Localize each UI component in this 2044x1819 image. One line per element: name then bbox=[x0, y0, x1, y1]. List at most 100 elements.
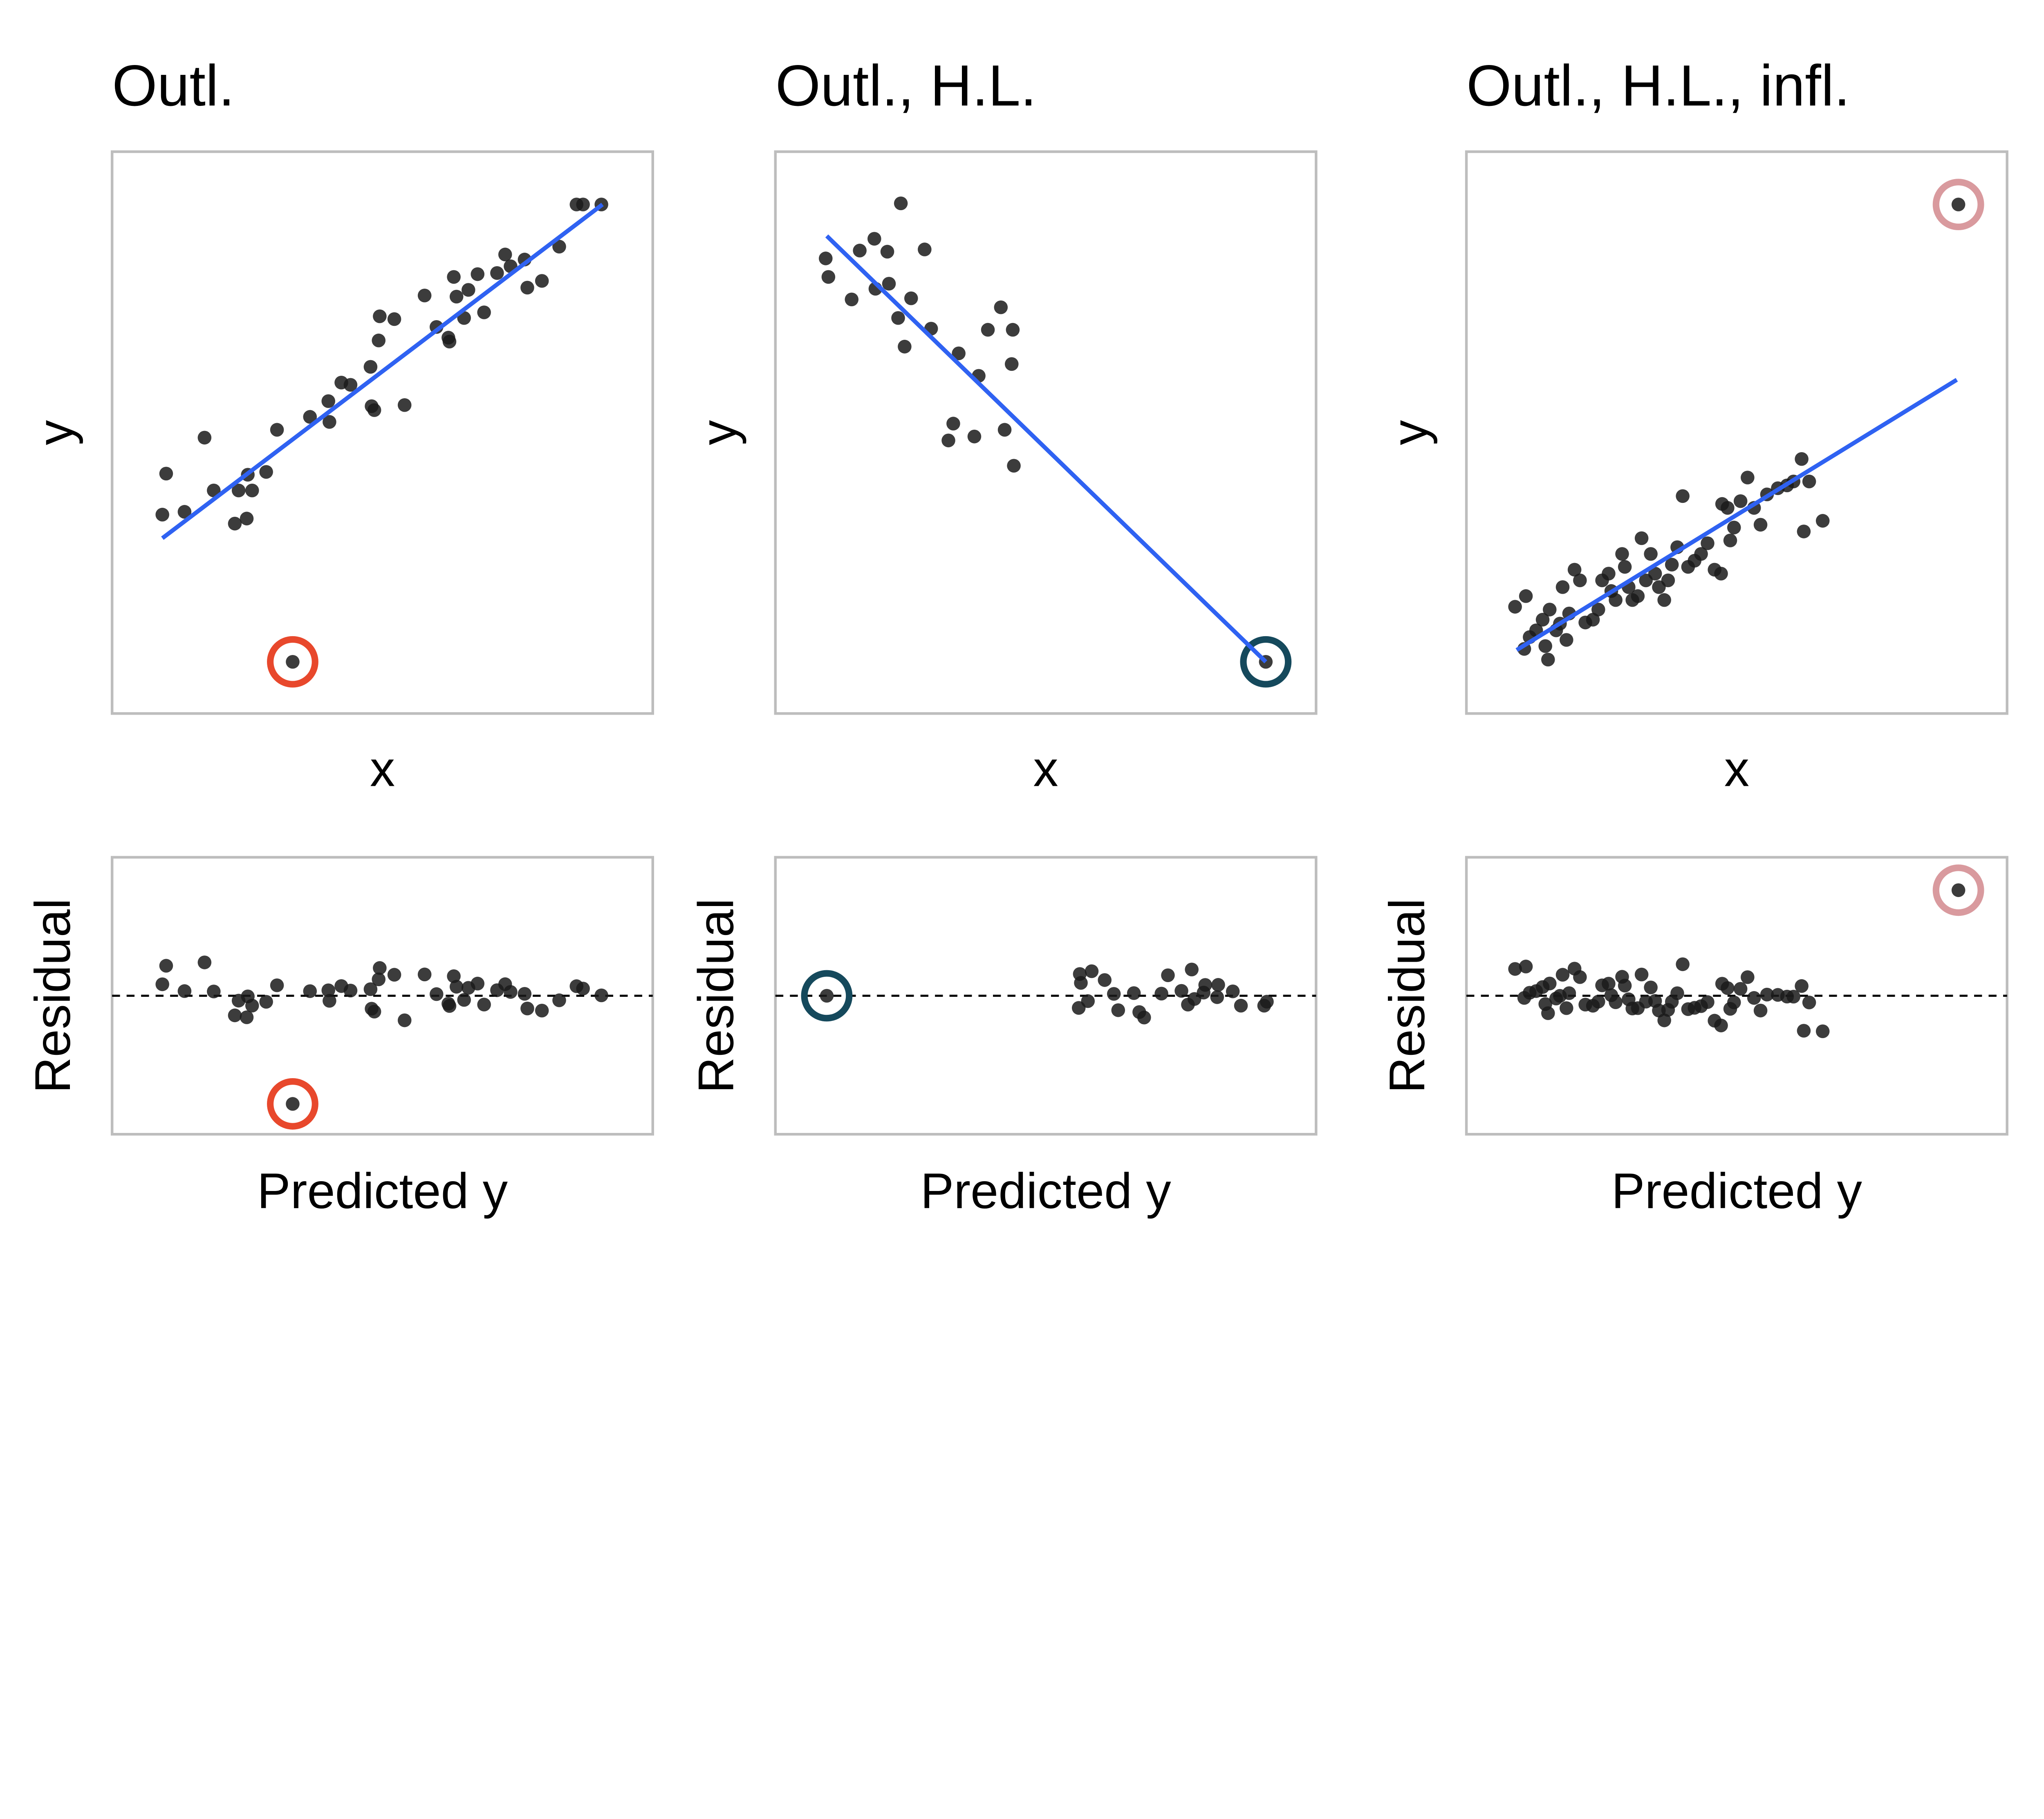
residual-point bbox=[576, 982, 590, 996]
data-point bbox=[447, 270, 461, 284]
data-point bbox=[1802, 474, 1816, 489]
data-point bbox=[1727, 520, 1741, 535]
data-point bbox=[845, 292, 859, 307]
residual-point bbox=[518, 987, 532, 1001]
data-point bbox=[1723, 534, 1737, 547]
regression-line bbox=[1515, 378, 1958, 652]
residual-highlight-ring bbox=[801, 970, 853, 1022]
highlighted-residual-point bbox=[286, 1097, 300, 1111]
residual-point bbox=[323, 994, 336, 1008]
residual-point bbox=[1721, 981, 1735, 995]
data-point bbox=[1694, 547, 1708, 561]
residual-highlight-ring bbox=[267, 1078, 318, 1130]
residual-point bbox=[520, 1001, 534, 1016]
residual-point bbox=[1226, 985, 1240, 998]
residual-point bbox=[1085, 964, 1099, 978]
residual-point bbox=[1111, 1003, 1125, 1017]
residual-point bbox=[1802, 996, 1816, 1009]
data-point bbox=[1753, 518, 1768, 532]
residual-point bbox=[442, 999, 457, 1013]
data-point bbox=[918, 242, 932, 256]
data-point bbox=[367, 403, 381, 417]
data-point bbox=[303, 410, 317, 424]
residual-point bbox=[259, 995, 273, 1009]
x-axis-label: x bbox=[1033, 741, 1058, 797]
residual-point bbox=[504, 985, 518, 999]
data-point bbox=[1538, 639, 1552, 653]
data-point bbox=[1741, 471, 1755, 484]
residual-point bbox=[1161, 968, 1175, 982]
residual-point bbox=[1795, 979, 1809, 993]
residual-point bbox=[1098, 973, 1112, 987]
data-point bbox=[1634, 531, 1649, 545]
residual-point bbox=[343, 983, 358, 998]
highlight-ring bbox=[1932, 179, 1984, 231]
data-point bbox=[1004, 357, 1019, 371]
residual-point bbox=[270, 978, 284, 992]
data-point bbox=[1657, 593, 1671, 607]
data-point bbox=[1555, 580, 1570, 594]
panel-2: Outl., H.L. x y Predicted y Residual bbox=[688, 54, 1318, 1219]
residual-point bbox=[245, 998, 259, 1013]
data-point bbox=[259, 465, 273, 479]
data-point bbox=[981, 323, 995, 337]
data-point bbox=[1721, 501, 1735, 515]
data-point bbox=[449, 289, 464, 304]
data-point bbox=[882, 277, 896, 291]
residual-point bbox=[1609, 995, 1623, 1009]
data-point bbox=[535, 274, 549, 288]
residual-point bbox=[1747, 991, 1761, 1005]
highlighted-residual-point bbox=[820, 989, 834, 1003]
data-point bbox=[1586, 612, 1600, 627]
residual-point bbox=[397, 1013, 412, 1027]
residual-point bbox=[417, 967, 432, 982]
data-point bbox=[1795, 452, 1809, 466]
data-point bbox=[1007, 459, 1021, 473]
data-point bbox=[1602, 567, 1616, 581]
residual-point bbox=[471, 976, 485, 991]
residual-point bbox=[1753, 1003, 1768, 1018]
residual-point bbox=[1634, 967, 1649, 982]
residual-point bbox=[387, 968, 401, 982]
panel-title: Outl., H.L. bbox=[775, 54, 1037, 118]
panel-title: Outl. bbox=[112, 54, 235, 118]
regression-line bbox=[161, 203, 604, 540]
residual-point bbox=[1073, 967, 1087, 981]
residual-axes-frame bbox=[1465, 856, 2008, 1136]
data-point bbox=[1559, 633, 1573, 647]
data-point bbox=[240, 511, 254, 526]
residual-point bbox=[477, 998, 491, 1012]
residual-point bbox=[1676, 957, 1690, 971]
data-point bbox=[894, 196, 908, 211]
data-point bbox=[397, 398, 412, 412]
residual-point bbox=[1559, 1001, 1573, 1015]
data-point bbox=[1733, 494, 1748, 508]
residual-point bbox=[363, 982, 378, 996]
residual-point bbox=[1127, 986, 1141, 1000]
data-point bbox=[853, 244, 867, 258]
highlight-ring bbox=[267, 636, 318, 688]
data-point bbox=[155, 507, 169, 522]
residual-point bbox=[207, 985, 221, 998]
x-axis-label: x bbox=[1724, 741, 1749, 797]
residual-x-axis-label: Predicted y bbox=[257, 1163, 508, 1219]
residual-point bbox=[228, 1008, 242, 1023]
residual-point bbox=[1701, 995, 1715, 1009]
residual-point bbox=[1542, 976, 1557, 991]
residual-point bbox=[373, 961, 387, 975]
residual-y-axis-label: Residual bbox=[25, 898, 81, 1093]
data-point bbox=[1541, 653, 1555, 667]
residual-point bbox=[1714, 1018, 1728, 1032]
residual-point bbox=[1797, 1024, 1811, 1038]
residual-point bbox=[1107, 987, 1121, 1001]
data-point bbox=[1661, 573, 1675, 588]
residual-point bbox=[1562, 986, 1576, 1000]
data-point bbox=[1567, 563, 1582, 577]
y-axis-label: y bbox=[690, 420, 746, 445]
residual-highlight-ring bbox=[1932, 864, 1984, 916]
data-point bbox=[1006, 323, 1020, 337]
data-point bbox=[1618, 560, 1632, 574]
residual-point bbox=[303, 984, 317, 998]
data-point bbox=[321, 394, 336, 408]
data-point bbox=[477, 305, 491, 319]
